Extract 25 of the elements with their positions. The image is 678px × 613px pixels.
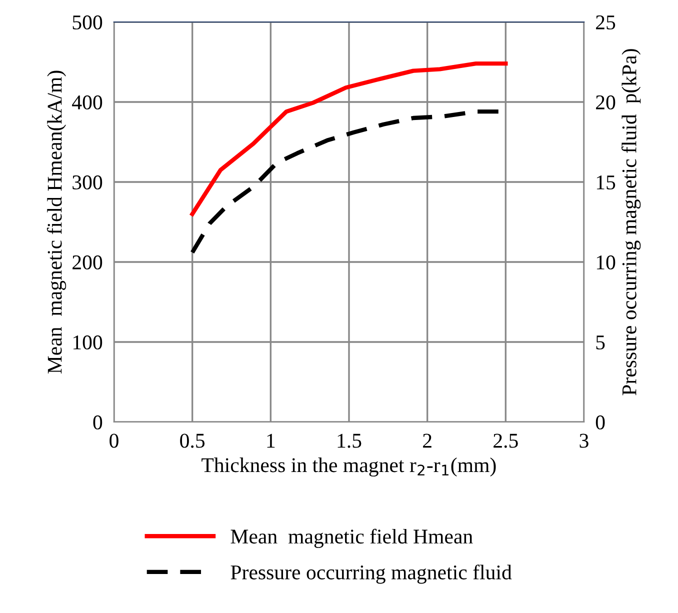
x-tick-label: 0.5 <box>180 434 205 448</box>
y2-tick-label: 20 <box>596 95 616 110</box>
x-tick-label: 1 <box>267 434 275 448</box>
x-axis-title: Thickness in the magnet r$_{2}$-r$_{1}$(mm) <box>202 458 496 477</box>
y2-tick-label: 10 <box>596 255 616 270</box>
y2-tick-label: 15 <box>596 175 616 190</box>
y2-tick-label: 25 <box>596 15 616 30</box>
y-tick-label: 100 <box>73 335 102 350</box>
legend-label: Mean magnetic field Hmean <box>230 528 473 548</box>
y-tick-label: 300 <box>72 175 102 190</box>
y-axis-title: Mean magnetic field Hmean(kA/m) <box>46 70 66 374</box>
x-tick-label: 2 <box>423 434 432 448</box>
y-tick-label: 500 <box>72 15 102 30</box>
x-tick-label: 3 <box>580 434 588 448</box>
x-tick-label: 2.5 <box>494 434 518 448</box>
y2-axis-title: Pressure occurring magnetic fluid p(kPa) <box>622 49 641 396</box>
y-tick-label: 0 <box>93 415 102 430</box>
y2-tick-label: 5 <box>596 336 605 350</box>
x-tick-label: 0 <box>110 434 118 448</box>
x-tick-label: 1.5 <box>338 434 362 448</box>
y-tick-label: 200 <box>72 255 102 270</box>
y2-tick-label: 0 <box>596 415 605 430</box>
legend-label: Pressure occurring magnetic fluid <box>230 564 512 584</box>
y-tick-label: 400 <box>72 95 102 110</box>
line-series <box>190 62 508 216</box>
